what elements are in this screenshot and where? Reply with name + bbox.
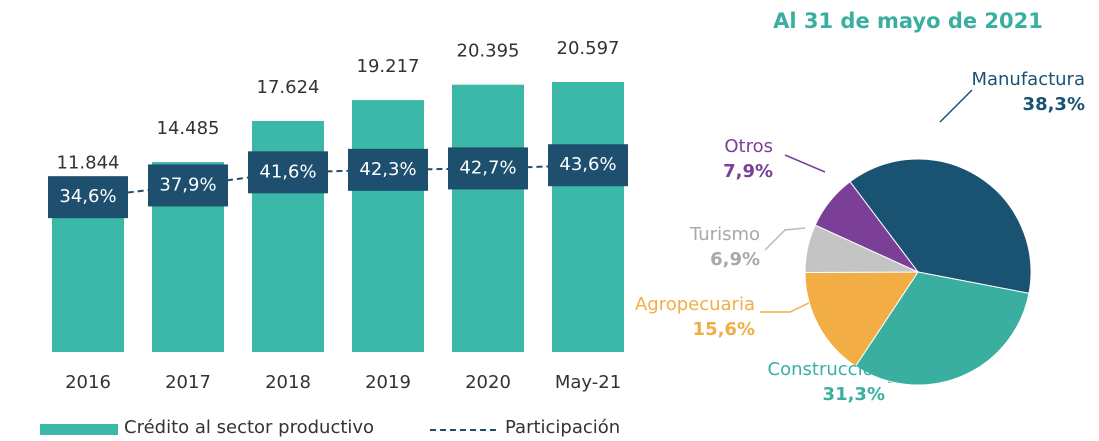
x-tick-label: 2017 <box>165 372 211 393</box>
legend-label: Crédito al sector productivo <box>124 417 374 438</box>
x-tick-label: 2019 <box>365 372 411 393</box>
x-tick-label: May-21 <box>555 372 621 393</box>
bar <box>52 196 124 352</box>
pie-label: Turismo <box>689 224 760 245</box>
line-label-box <box>248 151 328 194</box>
bar <box>552 82 624 352</box>
bar <box>452 84 524 353</box>
pie-value-label: 38,3% <box>1023 94 1085 115</box>
pie-slice <box>814 181 919 273</box>
pie-slice <box>849 158 1032 294</box>
line-label: 37,9% <box>159 174 216 195</box>
line-label-box <box>548 144 628 187</box>
pie-label: Otros <box>724 136 773 157</box>
legend-swatch <box>40 424 118 435</box>
pie-slice <box>804 271 919 367</box>
x-tick-label: 2020 <box>465 372 511 393</box>
pie-value-label: 7,9% <box>723 161 773 182</box>
line-label: 42,7% <box>459 157 516 178</box>
pie-value-label: 31,3% <box>823 384 885 405</box>
pie-label: Construcción <box>768 359 885 380</box>
line-label-box <box>48 176 128 219</box>
pie-label: Agropecuaria <box>635 294 755 315</box>
pie-value-label: 6,9% <box>710 249 760 270</box>
bar-label: 19.217 <box>357 56 420 77</box>
pie-value-label: 15,6% <box>693 319 755 340</box>
line-label: 42,3% <box>359 159 416 180</box>
bar-label: 17.624 <box>257 77 320 98</box>
line-label-box <box>348 148 428 191</box>
pie-label: Manufactura <box>971 69 1085 90</box>
pie-slice <box>854 271 1030 386</box>
bar-label: 14.485 <box>157 118 220 139</box>
bar <box>352 100 424 352</box>
line-label: 34,6% <box>59 186 116 207</box>
x-tick-label: 2018 <box>265 372 311 393</box>
legend-label: Participación <box>505 417 620 438</box>
bar-label: 20.597 <box>557 38 620 59</box>
pie-title: Al 31 de mayo de 2021 <box>773 9 1043 33</box>
line-label: 41,6% <box>259 161 316 182</box>
line-label-box <box>148 164 228 207</box>
bar-label: 11.844 <box>57 153 120 174</box>
bar-label: 20.395 <box>457 41 520 62</box>
x-tick-label: 2016 <box>65 372 111 393</box>
line-label: 43,6% <box>559 154 616 175</box>
line-label-box <box>448 147 528 190</box>
